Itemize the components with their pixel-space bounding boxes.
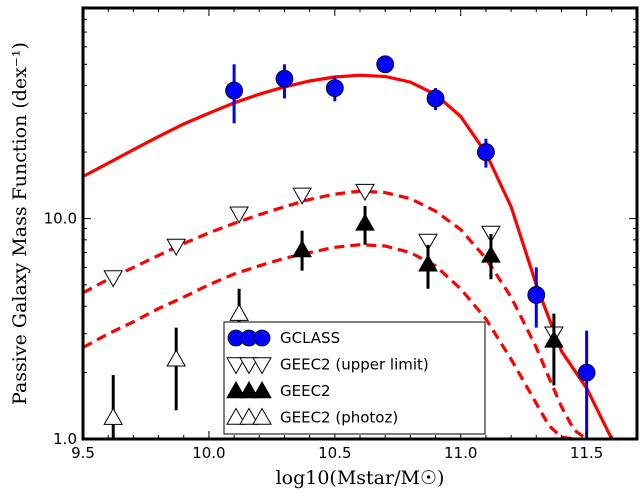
dashed-model-curve <box>83 243 575 439</box>
data-point <box>376 55 395 74</box>
data-point <box>166 238 187 257</box>
legend-entry: GEEC2 <box>226 380 331 400</box>
series-gclass <box>225 55 596 439</box>
legend-entry: GEEC2 (photoz) <box>226 407 398 427</box>
data-point <box>292 187 312 205</box>
legend-entry: GCLASS <box>227 329 340 347</box>
y-tick-label: 10.0 <box>44 209 77 227</box>
data-point <box>418 233 438 252</box>
x-tick-label: 10.0 <box>192 444 225 462</box>
data-point <box>355 183 375 202</box>
data-point <box>477 143 495 161</box>
legend-label: GEEC2 (upper limit) <box>280 356 429 374</box>
y-axis-title: Passive Galaxy Mass Function (dex⁻¹) <box>9 42 31 405</box>
data-point <box>275 69 294 88</box>
legend-label: GEEC2 (photoz) <box>280 409 398 427</box>
series-geec2 <box>292 205 564 386</box>
data-points <box>103 55 596 439</box>
legend-marker <box>226 407 246 425</box>
data-point <box>426 89 445 108</box>
legend-marker <box>239 380 259 399</box>
series-geec2-upper-limit <box>103 183 564 344</box>
legend-marker <box>239 357 259 375</box>
data-point <box>481 245 501 263</box>
legend-entry: GEEC2 (upper limit) <box>226 356 429 375</box>
x-tick-label: 11.0 <box>444 444 477 462</box>
data-point <box>527 286 546 304</box>
x-tick-label: 10.5 <box>318 444 351 462</box>
axis-ticks: 9.5 10.0 10.5 11.0 11.5 1.0 10.0 <box>44 7 638 462</box>
x-tick-label: 11.5 <box>570 444 603 462</box>
y-tick-label: 1.0 <box>53 430 77 448</box>
data-point <box>355 213 375 231</box>
data-point <box>418 254 438 272</box>
legend-marker <box>252 407 272 425</box>
series-geec2-photoz <box>103 288 249 439</box>
data-point <box>577 363 596 382</box>
data-point <box>103 407 124 425</box>
legend-marker <box>252 380 272 399</box>
legend-marker <box>253 329 271 347</box>
data-point <box>229 206 249 224</box>
data-point <box>225 81 243 100</box>
legend-label: GCLASS <box>280 329 340 347</box>
legend-marker <box>252 357 272 375</box>
data-point <box>229 303 249 321</box>
x-axis-title: log10(Mstar/M☉) <box>276 467 445 489</box>
data-point <box>325 79 344 97</box>
legend-marker <box>226 380 246 399</box>
legend-marker <box>226 357 246 375</box>
data-point <box>166 349 187 367</box>
data-point <box>292 239 312 258</box>
legend-label: GEEC2 <box>280 382 331 400</box>
solid-model-curve <box>83 73 614 439</box>
legend: GCLASS GEEC2 (upper limit) GEEC2 GEEC2 (pho… <box>223 321 486 435</box>
data-point <box>103 270 124 288</box>
legend-marker <box>239 407 259 425</box>
x-tick-label: 9.5 <box>71 444 95 462</box>
data-point <box>544 330 564 348</box>
